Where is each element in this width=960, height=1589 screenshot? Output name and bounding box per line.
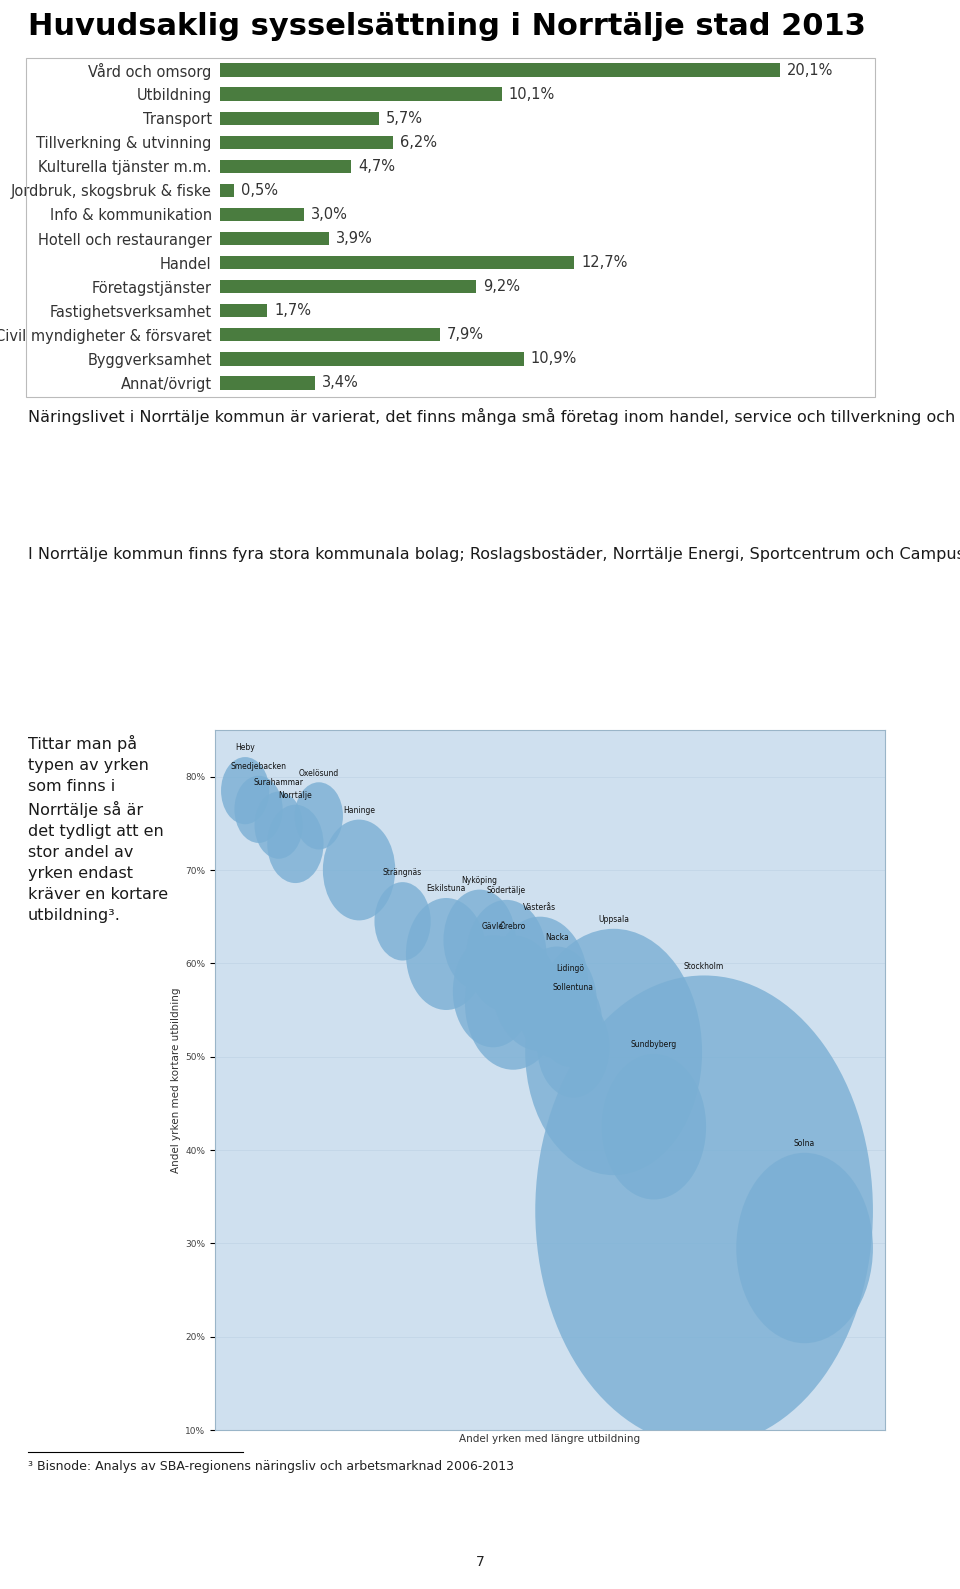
- Text: 0,5%: 0,5%: [241, 183, 277, 199]
- Text: Oxelösund: Oxelösund: [299, 769, 339, 777]
- Circle shape: [492, 917, 588, 1050]
- Text: Uppsala: Uppsala: [598, 915, 629, 925]
- Circle shape: [538, 977, 602, 1066]
- Text: Nyköping: Nyköping: [462, 876, 497, 885]
- Text: Norrtälje: Norrtälje: [278, 791, 312, 799]
- Text: I Norrtälje kommun finns fyra stora kommunala bolag; Roslagsbostäder, Norrtälje : I Norrtälje kommun finns fyra stora komm…: [28, 545, 960, 563]
- Text: Smedjebacken: Smedjebacken: [230, 763, 286, 771]
- Text: Gävle: Gävle: [482, 922, 504, 931]
- Text: 7,9%: 7,9%: [447, 327, 484, 342]
- Text: Stockholm: Stockholm: [684, 961, 724, 971]
- Bar: [220, 160, 351, 173]
- Circle shape: [234, 775, 282, 842]
- Text: Surahammar: Surahammar: [253, 779, 303, 787]
- Bar: [220, 353, 524, 365]
- Circle shape: [467, 899, 546, 1012]
- Circle shape: [254, 791, 302, 858]
- Circle shape: [444, 890, 516, 990]
- Text: Heby: Heby: [235, 744, 255, 753]
- Circle shape: [453, 936, 533, 1047]
- Text: 3,9%: 3,9%: [336, 230, 372, 246]
- Text: Sundbyberg: Sundbyberg: [631, 1041, 677, 1049]
- Text: Haninge: Haninge: [343, 806, 375, 815]
- Text: ³ Bisnode: Analys av SBA-regionens näringsliv och arbetsmarknad 2006-2013: ³ Bisnode: Analys av SBA-regionens närin…: [28, 1460, 514, 1473]
- Text: 12,7%: 12,7%: [581, 256, 627, 270]
- Bar: [220, 87, 501, 100]
- Bar: [220, 232, 328, 245]
- X-axis label: Andel yrken med längre utbildning: Andel yrken med längre utbildning: [460, 1435, 640, 1444]
- Circle shape: [538, 996, 610, 1098]
- Circle shape: [525, 930, 702, 1176]
- Circle shape: [295, 782, 343, 850]
- Text: 4,7%: 4,7%: [358, 159, 395, 173]
- Text: Södertälje: Södertälje: [487, 887, 526, 895]
- Circle shape: [323, 820, 396, 920]
- Circle shape: [221, 756, 269, 825]
- Text: 20,1%: 20,1%: [787, 62, 833, 78]
- Circle shape: [736, 1152, 873, 1343]
- Bar: [220, 64, 780, 76]
- Text: 7: 7: [475, 1556, 485, 1568]
- Text: 5,7%: 5,7%: [386, 111, 422, 126]
- Bar: [220, 208, 303, 221]
- Circle shape: [465, 936, 562, 1069]
- Text: Nacka: Nacka: [545, 933, 568, 942]
- Circle shape: [602, 1054, 707, 1200]
- Text: Sollentuna: Sollentuna: [553, 984, 594, 992]
- Circle shape: [536, 976, 873, 1446]
- Text: Västerås: Västerås: [523, 903, 557, 912]
- Bar: [220, 184, 234, 197]
- Text: 10,1%: 10,1%: [509, 87, 555, 102]
- Text: 3,0%: 3,0%: [311, 207, 348, 222]
- Text: Tittar man på
typen av yrken
som finns i
Norrtälje så är
det tydligt att en
stor: Tittar man på typen av yrken som finns i…: [28, 736, 168, 923]
- Bar: [220, 256, 574, 269]
- Text: Örebro: Örebro: [500, 922, 526, 931]
- Text: Strängnäs: Strängnäs: [383, 869, 422, 877]
- Bar: [220, 329, 441, 342]
- Text: Eskilstuna: Eskilstuna: [426, 885, 466, 893]
- Text: Huvudsaklig sysselsättning i Norrtälje stad 2013: Huvudsaklig sysselsättning i Norrtälje s…: [28, 13, 866, 41]
- Bar: [220, 377, 315, 389]
- Circle shape: [374, 882, 431, 960]
- Circle shape: [406, 898, 487, 1011]
- Text: Lidingö: Lidingö: [556, 963, 584, 972]
- Text: 9,2%: 9,2%: [484, 280, 520, 294]
- Text: 3,4%: 3,4%: [322, 375, 358, 391]
- Bar: [220, 111, 379, 126]
- Bar: [220, 303, 268, 318]
- Text: Solna: Solna: [794, 1139, 815, 1149]
- Text: 10,9%: 10,9%: [531, 351, 577, 367]
- Circle shape: [516, 947, 597, 1058]
- Bar: [220, 135, 393, 149]
- Text: 6,2%: 6,2%: [399, 135, 437, 149]
- Text: Näringslivet i Norrtälje kommun är varierat, det finns många små företag inom ha: Näringslivet i Norrtälje kommun är varie…: [28, 408, 960, 424]
- Text: 1,7%: 1,7%: [275, 303, 311, 318]
- Bar: [220, 280, 476, 294]
- Circle shape: [267, 804, 324, 883]
- Y-axis label: Andel yrken med kortare utbildning: Andel yrken med kortare utbildning: [171, 987, 181, 1173]
